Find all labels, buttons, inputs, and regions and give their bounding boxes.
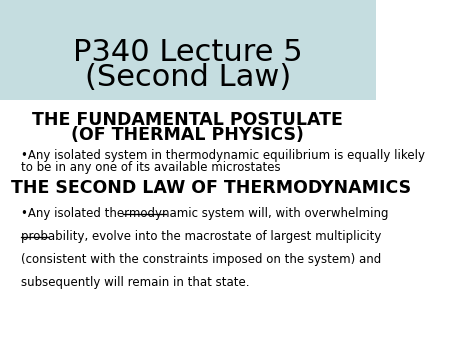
Text: (consistent with the constraints imposed on the system) and: (consistent with the constraints imposed…	[21, 253, 381, 266]
Text: •Any isolated system in thermodynamic equilibrium is equally likely: •Any isolated system in thermodynamic eq…	[21, 149, 425, 162]
Text: probability, evolve into the macrostate of largest multiplicity: probability, evolve into the macrostate …	[21, 230, 381, 243]
Text: THE SECOND LAW OF THERMODYNAMICS: THE SECOND LAW OF THERMODYNAMICS	[11, 178, 411, 197]
Text: •Any isolated thermodynamic system will, with overwhelming: •Any isolated thermodynamic system will,…	[21, 207, 388, 220]
Text: to be in any one of its available microstates: to be in any one of its available micros…	[21, 161, 280, 173]
Text: P340 Lecture 5: P340 Lecture 5	[73, 38, 302, 67]
FancyBboxPatch shape	[0, 0, 376, 100]
Text: (Second Law): (Second Law)	[85, 63, 291, 92]
Text: (OF THERMAL PHYSICS): (OF THERMAL PHYSICS)	[72, 126, 304, 144]
Text: THE FUNDAMENTAL POSTULATE: THE FUNDAMENTAL POSTULATE	[32, 111, 343, 129]
Text: subsequently will remain in that state.: subsequently will remain in that state.	[21, 276, 249, 289]
